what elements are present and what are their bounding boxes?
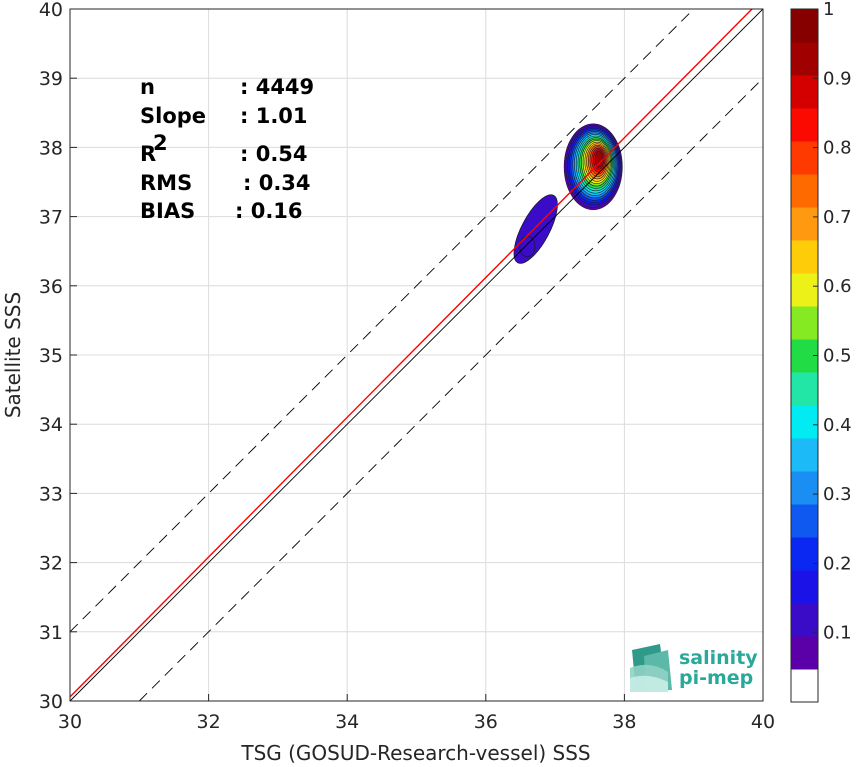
y-tick-label: 32 xyxy=(39,553,63,575)
y-tick-label: 38 xyxy=(39,137,63,159)
colorbar-band xyxy=(791,372,818,406)
colorbar-band xyxy=(791,240,818,274)
colorbar-band xyxy=(791,438,818,472)
ref-line-fit xyxy=(69,8,753,698)
colorbar-tick-label: 0.6 xyxy=(823,276,852,297)
density-clusters xyxy=(513,123,623,264)
colorbar-tick-label: 0.2 xyxy=(823,553,852,574)
y-tick-label: 33 xyxy=(39,483,63,505)
colorbar-band xyxy=(791,537,818,571)
colorbar-tick-label: 0.9 xyxy=(823,68,852,89)
colorbar-band xyxy=(791,471,818,505)
x-axis-label: TSG (GOSUD-Research-vessel) SSS xyxy=(240,741,590,765)
colorbar-tick-label: 0.7 xyxy=(823,207,852,228)
y-tick-label: 39 xyxy=(39,68,63,90)
y-tick-label: 31 xyxy=(39,622,63,644)
colorbar-band xyxy=(791,174,818,208)
x-tick-label: 30 xyxy=(58,711,82,733)
stat-superscript: 2 xyxy=(153,131,168,155)
salinity-pimep-logo: salinity pi-mep xyxy=(630,644,758,692)
stat-value: : 0.54 xyxy=(240,142,308,166)
reference-lines xyxy=(69,8,764,702)
colorbar-band xyxy=(791,669,818,703)
colorbar-tick-label: 0.1 xyxy=(823,623,852,644)
y-axis: 30 31 32 33 34 35 36 37 38 39 40 xyxy=(39,0,77,713)
y-tick-label: 30 xyxy=(39,691,63,713)
y-tick-label: 35 xyxy=(39,345,63,367)
ref-line-lower xyxy=(138,77,764,702)
logo-line2: pi-mep xyxy=(679,667,753,689)
stat-label: RMS xyxy=(140,171,192,195)
colorbar-band xyxy=(791,9,818,43)
ref-line-one-to-one xyxy=(69,8,764,702)
y-axis-label: Satellite SSS xyxy=(1,292,25,418)
logo-line1: salinity xyxy=(679,647,758,669)
stat-label: BIAS xyxy=(140,199,195,223)
colorbar-band xyxy=(791,570,818,604)
stat-value: : 0.34 xyxy=(243,171,311,195)
stat-value: : 1.01 xyxy=(240,104,308,128)
stat-value: : 0.16 xyxy=(235,199,303,223)
colorbar-band xyxy=(791,108,818,142)
colorbar-band xyxy=(791,42,818,76)
y-tick-label: 34 xyxy=(39,414,63,436)
stats-box: n : 4449 Slope : 1.01 R2 : 0.54 RMS : 0.34 BIAS:… xyxy=(140,75,314,223)
y-tick-label: 36 xyxy=(39,276,63,298)
colorbar-tick-label: 0.5 xyxy=(823,346,852,367)
colorbar-tick-label: 1 xyxy=(823,0,834,20)
colorbar: 0.1 0.2 0.3 0.4 0.5 0.6 0.7 0.8 0.9 1 xyxy=(790,0,852,703)
y-tick-label: 40 xyxy=(39,0,63,21)
colorbar-band xyxy=(791,306,818,340)
contour-level xyxy=(594,150,603,168)
ref-line-upper xyxy=(69,8,695,633)
x-tick-label: 38 xyxy=(612,711,636,733)
stat-label: Slope xyxy=(140,104,206,128)
colorbar-band xyxy=(791,603,818,637)
colorbar-band xyxy=(791,273,818,307)
density-cluster xyxy=(563,123,623,211)
colorbar-band xyxy=(791,636,818,670)
colorbar-tick-label: 0.3 xyxy=(823,484,852,505)
stat-label: n xyxy=(140,75,155,99)
colorbar-band xyxy=(791,504,818,538)
x-axis: 30 32 34 36 38 40 xyxy=(58,694,775,733)
colorbar-band xyxy=(791,405,818,439)
x-tick-label: 34 xyxy=(335,711,359,733)
colorbar-band xyxy=(791,75,818,109)
colorbar-band xyxy=(791,141,818,175)
logo-waves-icon xyxy=(630,644,672,692)
x-tick-label: 40 xyxy=(751,711,775,733)
y-tick-label: 37 xyxy=(39,207,63,229)
x-tick-label: 32 xyxy=(197,711,221,733)
stat-label: R xyxy=(140,142,156,166)
x-tick-label: 36 xyxy=(474,711,498,733)
colorbar-tick-label: 0.4 xyxy=(823,415,852,436)
stat-value: : 4449 xyxy=(240,75,314,99)
colorbar-band xyxy=(791,207,818,241)
colorbar-tick-label: 0.8 xyxy=(823,138,852,159)
